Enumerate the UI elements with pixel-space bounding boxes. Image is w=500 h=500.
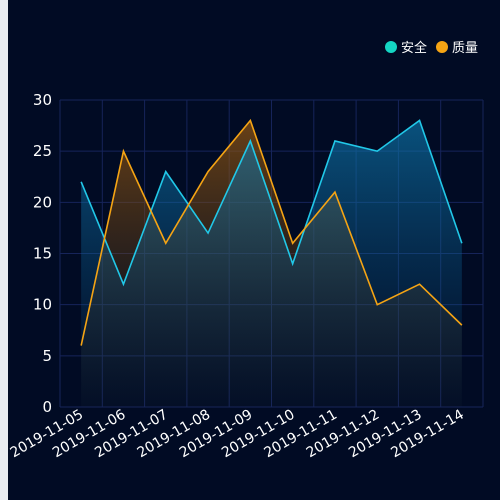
y-tick-label: 15 (33, 245, 52, 263)
area-safety (81, 120, 462, 407)
y-tick-label: 5 (42, 347, 52, 365)
x-axis-ticks: 2019-11-052019-11-062019-11-072019-11-08… (8, 407, 467, 462)
series-areas (81, 120, 462, 407)
y-tick-label: 30 (33, 91, 52, 109)
y-axis-ticks: 0 5 10 15 20 25 30 (33, 91, 52, 416)
line-safety[interactable] (80, 119, 463, 287)
legend-dot-safety (384, 40, 397, 53)
series-lines (80, 118, 463, 346)
legend-label-safety: 安全 (400, 41, 427, 56)
line-quality[interactable] (80, 118, 463, 346)
chart-legend: 安全 质量 (384, 37, 478, 56)
y-tick-label: 25 (33, 142, 52, 160)
y-tick-label: 0 (42, 398, 52, 416)
y-tick-label: 20 (33, 193, 52, 211)
legend-item-safety[interactable]: 安全 (384, 37, 427, 56)
legend-dot-quality (435, 40, 448, 53)
y-tick-label: 10 (33, 296, 52, 314)
legend-label-quality: 质量 (451, 41, 478, 56)
legend-item-quality[interactable]: 质量 (435, 37, 478, 56)
